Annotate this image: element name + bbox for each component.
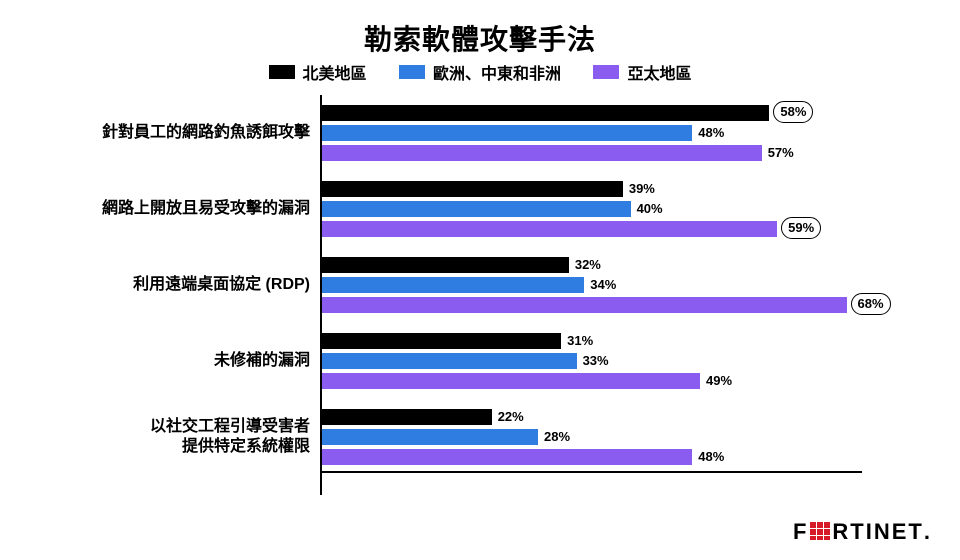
legend-swatch-emea bbox=[399, 65, 425, 79]
legend-label-na: 北美地區 bbox=[303, 60, 367, 84]
bar-emea bbox=[322, 277, 584, 293]
legend-item-emea: 歐洲、中東和非洲 bbox=[399, 60, 561, 84]
value-label: 39% bbox=[629, 181, 655, 197]
category-label: 未修補的漏洞 bbox=[0, 351, 310, 371]
value-label: 34% bbox=[590, 277, 616, 293]
value-label: 40% bbox=[637, 201, 663, 217]
brand-logo: F RTINET. bbox=[793, 519, 930, 546]
category-label: 針對員工的網路釣魚誘餌攻擊 bbox=[0, 123, 310, 143]
legend-swatch-apac bbox=[593, 65, 619, 79]
legend-label-apac: 亞太地區 bbox=[627, 60, 691, 84]
logo-accent-icon bbox=[810, 520, 830, 546]
value-badge-max: 59% bbox=[781, 217, 821, 239]
chart-title: 勒索軟體攻擊手法 bbox=[0, 18, 960, 58]
legend-item-na: 北美地區 bbox=[269, 60, 367, 84]
value-label: 32% bbox=[575, 257, 601, 273]
bar-na bbox=[322, 181, 623, 197]
bar-emea bbox=[322, 201, 631, 217]
logo-text-2: RTINET bbox=[832, 519, 923, 544]
bar-na bbox=[322, 257, 569, 273]
legend-item-apac: 亞太地區 bbox=[593, 60, 691, 84]
x-axis-baseline bbox=[320, 471, 862, 473]
value-label: 48% bbox=[698, 125, 724, 141]
legend-label-emea: 歐洲、中東和非洲 bbox=[433, 60, 561, 84]
value-badge-max: 58% bbox=[773, 101, 813, 123]
bar-apac bbox=[322, 145, 762, 161]
logo-text-1: F bbox=[793, 519, 808, 544]
bar-emea bbox=[322, 353, 577, 369]
bar-na bbox=[322, 409, 492, 425]
bar-apac bbox=[322, 449, 692, 465]
bar-na bbox=[322, 105, 769, 121]
bar-apac bbox=[322, 373, 700, 389]
category-labels: 針對員工的網路釣魚誘餌攻擊網路上開放且易受攻擊的漏洞利用遠端桌面協定 (RDP)… bbox=[0, 95, 310, 495]
chart-root: 勒索軟體攻擊手法 北美地區 歐洲、中東和非洲 亞太地區 針對員工的網路釣魚誘餌攻… bbox=[0, 0, 960, 560]
value-label: 33% bbox=[583, 353, 609, 369]
legend-swatch-na bbox=[269, 65, 295, 79]
value-label: 31% bbox=[567, 333, 593, 349]
value-label: 57% bbox=[768, 145, 794, 161]
bar-apac bbox=[322, 297, 847, 313]
category-label: 網路上開放且易受攻擊的漏洞 bbox=[0, 199, 310, 219]
plot-area: 58%48%57%39%40%59%32%34%68%31%33%49%22%2… bbox=[320, 95, 862, 495]
value-label: 49% bbox=[706, 373, 732, 389]
legend: 北美地區 歐洲、中東和非洲 亞太地區 bbox=[0, 60, 960, 84]
value-label: 22% bbox=[498, 409, 524, 425]
logo-dot: . bbox=[924, 519, 930, 544]
bar-apac bbox=[322, 221, 777, 237]
bar-emea bbox=[322, 125, 692, 141]
category-label: 利用遠端桌面協定 (RDP) bbox=[0, 275, 310, 295]
value-label: 28% bbox=[544, 429, 570, 445]
bar-emea bbox=[322, 429, 538, 445]
bar-na bbox=[322, 333, 561, 349]
value-label: 48% bbox=[698, 449, 724, 465]
category-label: 以社交工程引導受害者提供特定系統權限 bbox=[0, 417, 310, 457]
value-badge-max: 68% bbox=[851, 293, 891, 315]
